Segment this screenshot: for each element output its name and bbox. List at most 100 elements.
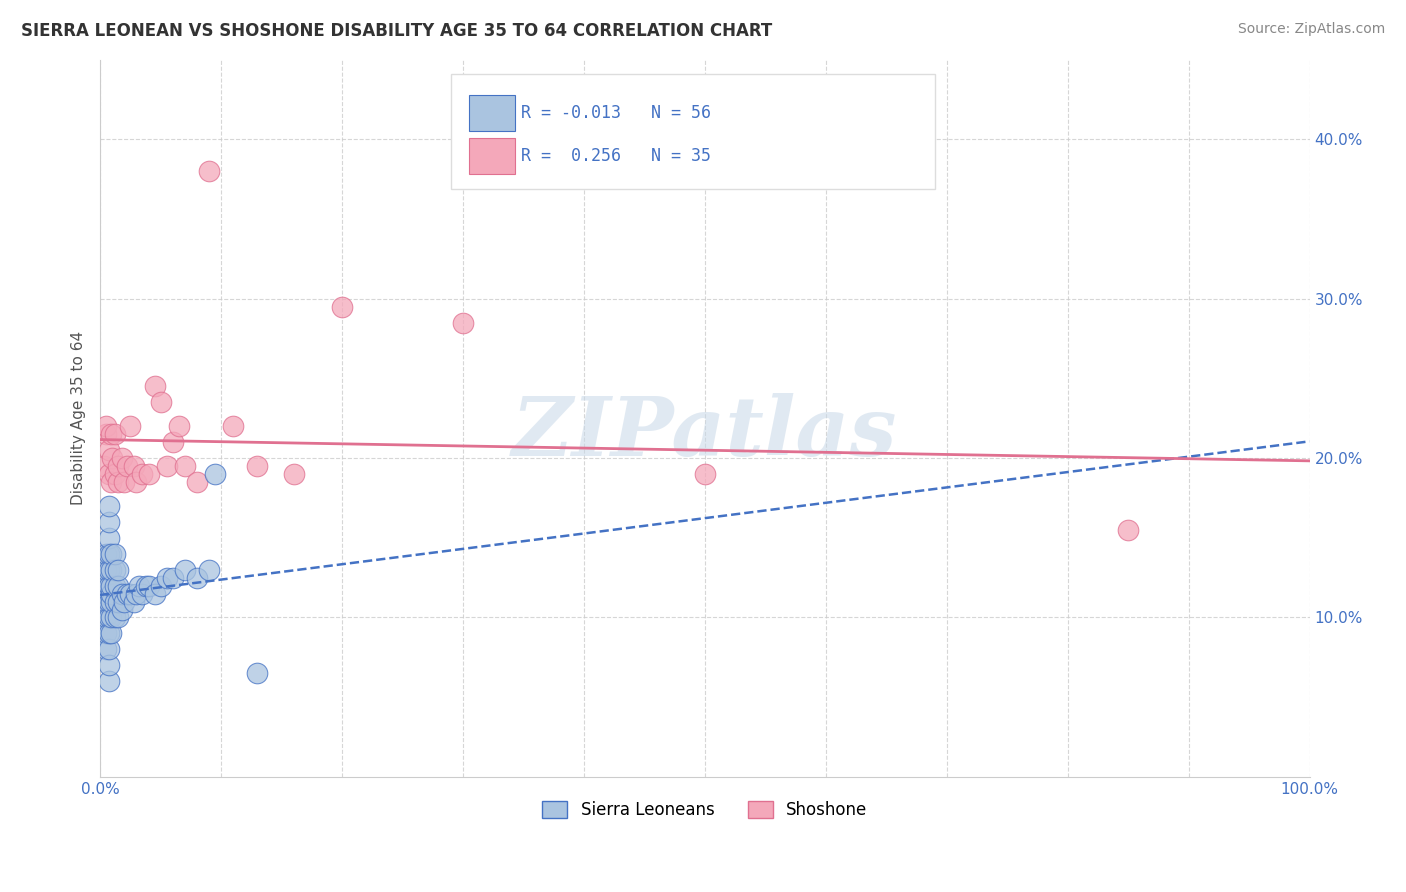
Point	[104, 563, 127, 577]
Point	[100, 427, 122, 442]
Point	[96, 626, 118, 640]
Point	[283, 467, 305, 481]
Point	[96, 578, 118, 592]
Point	[162, 571, 184, 585]
Point	[97, 443, 120, 458]
Point	[156, 571, 179, 585]
Point	[97, 547, 120, 561]
Point	[138, 578, 160, 592]
Point	[125, 475, 148, 489]
Point	[693, 467, 716, 481]
Point	[131, 586, 153, 600]
Point	[111, 602, 134, 616]
Point	[135, 578, 157, 592]
Point	[97, 515, 120, 529]
Point	[96, 642, 118, 657]
Point	[143, 379, 166, 393]
Point	[101, 451, 124, 466]
Point	[104, 467, 127, 481]
Point	[198, 563, 221, 577]
Text: ZIPatlas: ZIPatlas	[512, 392, 897, 473]
Text: R =  0.256   N = 35: R = 0.256 N = 35	[522, 147, 711, 165]
Text: R = -0.013   N = 56: R = -0.013 N = 56	[522, 104, 711, 122]
Point	[125, 586, 148, 600]
Point	[97, 467, 120, 481]
Legend: Sierra Leoneans, Shoshone: Sierra Leoneans, Shoshone	[536, 795, 875, 826]
Point	[167, 419, 190, 434]
Point	[138, 467, 160, 481]
Point	[97, 658, 120, 673]
Point	[149, 395, 172, 409]
Point	[107, 594, 129, 608]
Point	[111, 586, 134, 600]
Point	[204, 467, 226, 481]
Point	[97, 642, 120, 657]
Point	[246, 458, 269, 473]
Point	[97, 610, 120, 624]
Point	[120, 586, 142, 600]
Point	[100, 586, 122, 600]
Point	[104, 610, 127, 624]
Point	[246, 666, 269, 681]
Point	[143, 586, 166, 600]
Point	[107, 475, 129, 489]
Point	[104, 594, 127, 608]
Point	[112, 594, 135, 608]
Point	[100, 578, 122, 592]
Point	[96, 586, 118, 600]
Point	[104, 547, 127, 561]
Point	[104, 427, 127, 442]
Point	[131, 467, 153, 481]
Point	[96, 547, 118, 561]
Point	[330, 300, 353, 314]
Point	[100, 626, 122, 640]
Point	[198, 164, 221, 178]
Point	[96, 427, 118, 442]
Point	[96, 610, 118, 624]
Point	[104, 578, 127, 592]
FancyBboxPatch shape	[451, 74, 935, 189]
Point	[97, 674, 120, 689]
Point	[97, 499, 120, 513]
Point	[97, 626, 120, 640]
Point	[112, 475, 135, 489]
Point	[100, 610, 122, 624]
Point	[1116, 523, 1139, 537]
Point	[222, 419, 245, 434]
Point	[115, 586, 138, 600]
Point	[156, 458, 179, 473]
Point	[162, 435, 184, 450]
Point	[107, 458, 129, 473]
Point	[93, 458, 115, 473]
Point	[122, 594, 145, 608]
Point	[173, 563, 195, 577]
FancyBboxPatch shape	[470, 138, 515, 174]
Point	[107, 578, 129, 592]
Text: SIERRA LEONEAN VS SHOSHONE DISABILITY AGE 35 TO 64 CORRELATION CHART: SIERRA LEONEAN VS SHOSHONE DISABILITY AG…	[21, 22, 772, 40]
Point	[100, 594, 122, 608]
Point	[107, 610, 129, 624]
Point	[100, 547, 122, 561]
Point	[186, 475, 208, 489]
Point	[128, 578, 150, 592]
Point	[115, 458, 138, 473]
Point	[122, 458, 145, 473]
Point	[120, 419, 142, 434]
Point	[97, 531, 120, 545]
Point	[97, 563, 120, 577]
Point	[97, 578, 120, 592]
Point	[97, 594, 120, 608]
Point	[96, 594, 118, 608]
Y-axis label: Disability Age 35 to 64: Disability Age 35 to 64	[72, 331, 86, 505]
Point	[96, 419, 118, 434]
Text: Source: ZipAtlas.com: Source: ZipAtlas.com	[1237, 22, 1385, 37]
Point	[149, 578, 172, 592]
Point	[451, 316, 474, 330]
Point	[100, 563, 122, 577]
Point	[111, 451, 134, 466]
Point	[96, 563, 118, 577]
Point	[186, 571, 208, 585]
Point	[107, 563, 129, 577]
Point	[173, 458, 195, 473]
Point	[100, 475, 122, 489]
